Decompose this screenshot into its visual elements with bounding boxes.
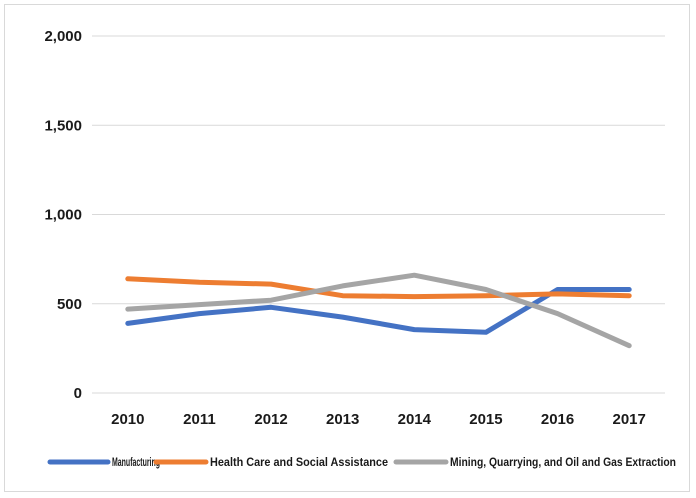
- x-tick-label: 2015: [469, 411, 502, 428]
- x-tick-label: 2011: [183, 411, 216, 428]
- series-line-2: [125, 276, 632, 300]
- series-lines: [125, 272, 632, 349]
- y-tick-label: 0: [74, 385, 82, 402]
- y-tick-label: 1,500: [44, 117, 82, 134]
- y-tick-label: 2,000: [44, 28, 82, 45]
- gridlines: [92, 35, 665, 394]
- x-tick-label: 2017: [613, 411, 646, 428]
- series-line-3: [125, 272, 632, 349]
- y-axis-tick-labels: 0 500 1,000 1,500 2,000: [44, 28, 82, 402]
- x-axis-tick-labels: 2010 2011 2012 2013 2014 2015 2016 2017: [111, 411, 646, 428]
- legend-label: Mining, Quarrying, and Oil and Gas Extra…: [450, 455, 676, 469]
- legend-label: Manufacturing: [112, 455, 160, 469]
- legend-label: Health Care and Social Assistance: [210, 455, 388, 469]
- y-tick-label: 1,000: [44, 207, 82, 224]
- x-tick-label: 2013: [326, 411, 359, 428]
- chart-frame: [4, 4, 690, 492]
- x-tick-label: 2016: [541, 411, 574, 428]
- y-tick-label: 500: [57, 296, 82, 313]
- legend: Manufacturing Health Care and Social Assi…: [47, 455, 676, 469]
- x-tick-label: 2014: [398, 411, 432, 428]
- x-tick-label: 2010: [111, 411, 144, 428]
- x-tick-label: 2012: [254, 411, 287, 428]
